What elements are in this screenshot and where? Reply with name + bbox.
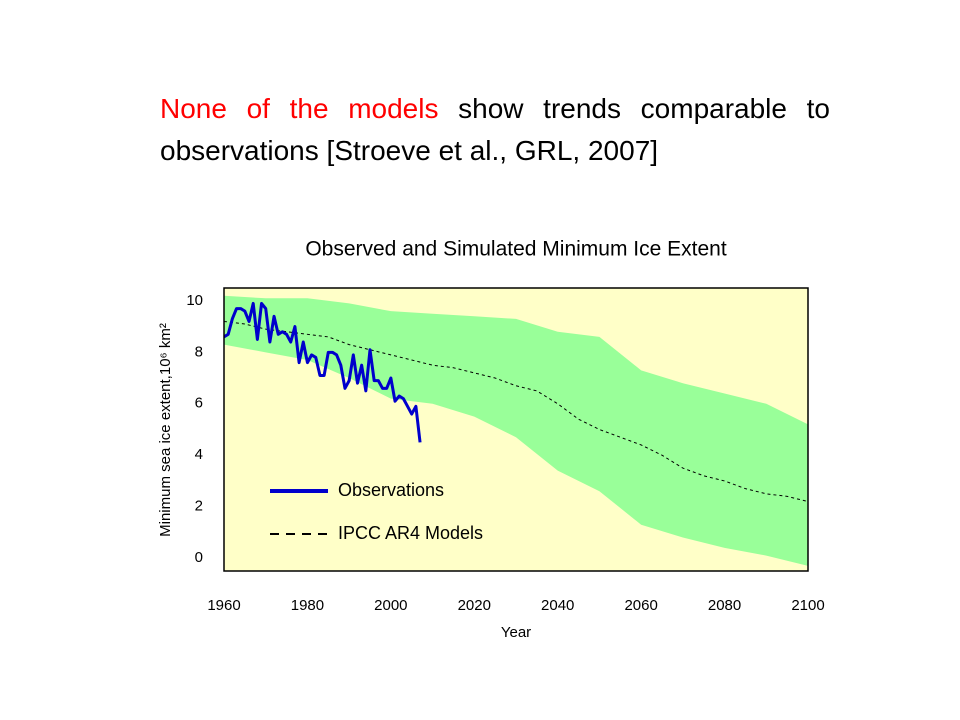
x-tick-label: 2060 [624,597,657,614]
chart-title: Observed and Simulated Minimum Ice Exten… [305,238,727,261]
headline-segment: None of the models [160,93,439,124]
headline-segment: show trends comparable to observations [… [160,93,830,166]
plot-border [223,287,809,572]
y-tick-label: 4 [195,446,203,463]
x-tick-label: 2000 [374,597,407,614]
y-tick-label: 10 [186,292,203,309]
x-tick-label: 2020 [458,597,491,614]
y-tick-label: 0 [195,549,203,566]
y-tick-label: 8 [195,343,203,360]
headline: None of the models show trends comparabl… [160,88,830,172]
x-axis-label: Year [501,624,531,641]
y-tick-label: 6 [195,395,203,412]
x-tick-label: 2080 [708,597,741,614]
series-line [224,320,808,503]
x-tick-label: 1960 [207,597,240,614]
y-tick-label: 2 [195,498,203,515]
legend-label: IPCC AR4 Models [338,523,483,543]
x-tick-label: 2100 [791,597,824,614]
legend-label: Observations [338,480,444,500]
y-axis-label: Minimum sea ice extent,10⁶ km² [157,323,174,537]
x-tick-label: 2040 [541,597,574,614]
plot-content [224,295,808,566]
x-tick-label: 1980 [291,597,324,614]
series-line [224,301,422,443]
